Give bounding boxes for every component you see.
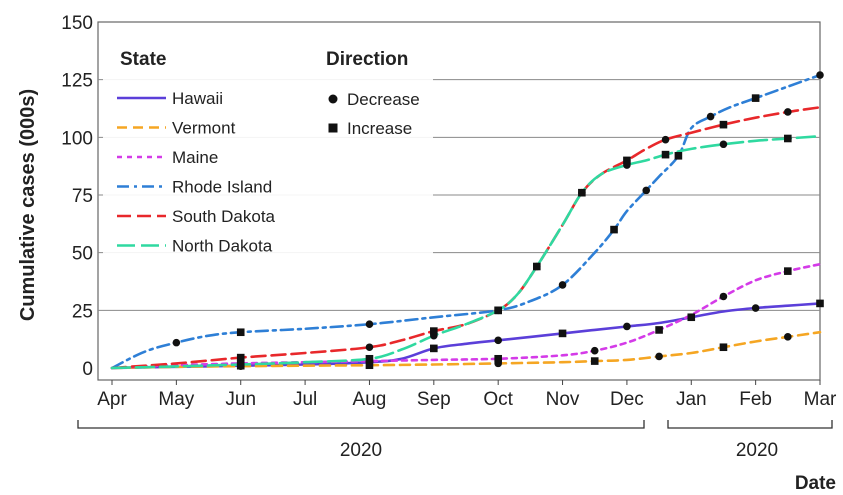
legend-direction-title: Direction — [326, 49, 408, 70]
series-line-rhode-island — [110, 73, 822, 370]
legend-state-title: State — [120, 49, 166, 70]
year-bracket-1: 2020 — [77, 420, 645, 461]
y-tick-label-100: 100 — [61, 128, 93, 149]
legend-label-vermont: Vermont — [172, 119, 236, 138]
marker-vermont-10 — [655, 352, 663, 361]
x-tick-label-Aug: Aug — [353, 389, 387, 410]
legend-label-hawaii: Hawaii — [172, 89, 223, 108]
marker-south-dakota-4 — [365, 343, 374, 352]
y-tick-label-0: 0 — [82, 359, 93, 380]
x-tick-label-Jul: Jul — [293, 389, 317, 410]
legend-decrease-marker — [328, 94, 338, 104]
marker-rhode-island-12 — [610, 225, 618, 234]
x-tick-label-Dec: Dec — [610, 389, 644, 410]
marker-south-dakota-20 — [784, 108, 792, 116]
data-markers — [172, 71, 824, 370]
x-tick-label-Feb: Feb — [739, 389, 772, 410]
x-tick-label-Jan: Jan — [676, 389, 707, 410]
x-tick-label-Nov: Nov — [546, 389, 580, 410]
marker-maine-12 — [719, 292, 728, 301]
marker-north-dakota-14 — [623, 161, 631, 169]
legend-decrease-label: Decrease — [347, 90, 420, 109]
marker-rhode-island-16 — [674, 151, 683, 160]
marker-south-dakota-6 — [430, 327, 438, 335]
marker-south-dakota-16 — [661, 135, 670, 144]
marker-north-dakota-4 — [365, 354, 374, 363]
marker-rhode-island-20 — [751, 94, 760, 102]
y-axis-label: Cumulative cases (000s) — [17, 89, 39, 321]
marker-vermont-14 — [784, 333, 792, 341]
series-line-vermont — [110, 330, 822, 370]
marker-north-dakota-12 — [578, 188, 586, 197]
marker-north-dakota-8 — [494, 306, 502, 315]
marker-rhode-island-22 — [816, 71, 824, 79]
marker-hawaii-10 — [558, 329, 567, 338]
marker-hawaii-6 — [430, 344, 438, 353]
marker-rhode-island-18 — [706, 112, 715, 121]
legend-increase-label: Increase — [347, 119, 412, 138]
marker-rhode-island-4 — [236, 328, 245, 337]
legend-series-items: Hawaii Vermont Maine Rhode Island South Dako… — [117, 89, 276, 256]
marker-hawaii-14 — [687, 313, 696, 322]
series-lines — [110, 73, 822, 370]
marker-hawaii-16 — [751, 304, 760, 312]
x-tick-label-Jun: Jun — [225, 389, 256, 410]
marker-rhode-island-14 — [642, 186, 651, 195]
x-tick-label-Apr: Apr — [97, 389, 127, 410]
marker-south-dakota-18 — [719, 120, 728, 129]
x-tick-label-Sep: Sep — [417, 389, 451, 410]
marker-maine-6 — [494, 354, 502, 363]
legend: State Direction Hawaii Vermont Maine Rhode … — [103, 33, 433, 263]
marker-north-dakota-20 — [784, 134, 792, 143]
legend-label-maine: Maine — [172, 148, 218, 167]
marker-hawaii-8 — [494, 336, 502, 345]
marker-north-dakota-18 — [719, 140, 728, 149]
marker-maine-14 — [784, 267, 792, 275]
y-tick-label-75: 75 — [72, 186, 93, 207]
year-label-2: 2020 — [736, 440, 778, 461]
y-tick-labels: 0 25 50 75 100 125 150 — [61, 13, 93, 380]
marker-south-dakota-14 — [623, 156, 631, 165]
marker-north-dakota-2 — [236, 360, 245, 369]
x-tick-labels: Apr May Jun Jul Aug Sep Oct Nov Dec Jan Feb Mar — [97, 380, 837, 410]
year-label-1: 2020 — [340, 440, 382, 461]
marker-vermont-4 — [365, 361, 374, 370]
x-tick-label-May: May — [158, 389, 194, 410]
x-tick-label-Oct: Oct — [483, 389, 513, 410]
marker-maine-8 — [590, 346, 599, 355]
marker-maine-10 — [655, 326, 663, 334]
legend-increase-marker — [328, 123, 338, 133]
marker-south-dakota-2 — [236, 353, 245, 362]
marker-hawaii-18 — [816, 299, 824, 308]
marker-north-dakota-10 — [533, 262, 541, 271]
marker-rhode-island-10 — [558, 281, 567, 289]
marker-vermont-12 — [719, 343, 728, 352]
y-tick-label-125: 125 — [61, 71, 93, 92]
y-tick-label-150: 150 — [61, 13, 93, 34]
marker-vermont-8 — [590, 357, 599, 365]
series-line-north-dakota — [110, 134, 822, 370]
x-tick-label-Mar: Mar — [804, 389, 837, 410]
marker-north-dakota-6 — [430, 331, 438, 340]
marker-rhode-island-6 — [365, 320, 374, 328]
legend-label-south-dakota: South Dakota — [172, 207, 276, 226]
y-tick-label-50: 50 — [72, 244, 93, 265]
legend-label-rhode-island: Rhode Island — [172, 178, 272, 197]
year-bracket-2: 2020 — [667, 420, 833, 461]
legend-label-north-dakota: North Dakota — [172, 237, 273, 256]
y-tick-label-25: 25 — [72, 301, 93, 322]
marker-rhode-island-2 — [172, 338, 181, 347]
x-axis-label: Date — [795, 473, 836, 494]
marker-north-dakota-16 — [661, 150, 670, 159]
marker-hawaii-12 — [623, 322, 631, 331]
